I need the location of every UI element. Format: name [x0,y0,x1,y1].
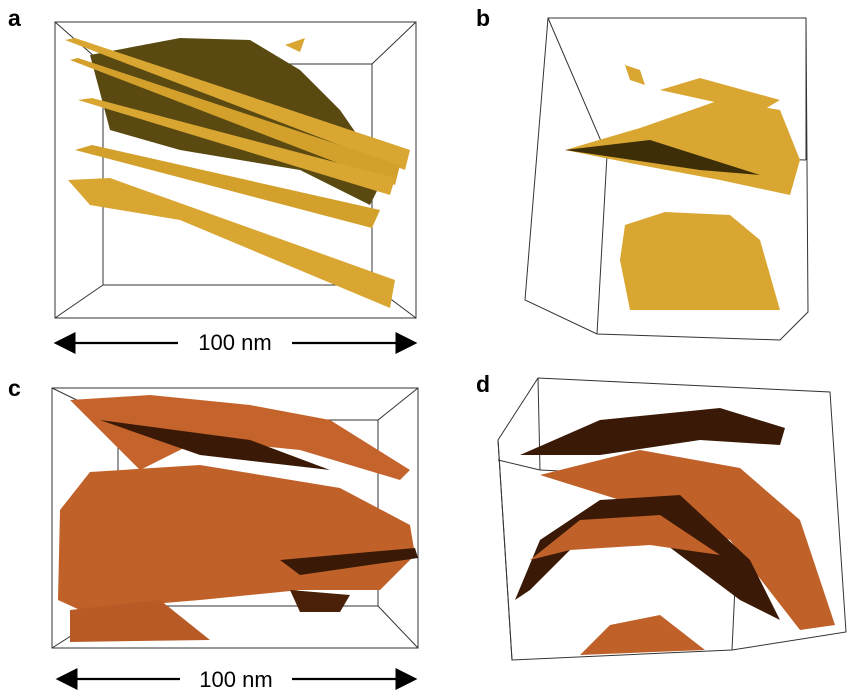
panel-a: a 100 nm [8,5,416,355]
panel-c: c 100 nm [8,375,418,692]
panel-d: d [476,371,846,660]
fibril [520,408,785,455]
fibril [68,178,395,308]
panel-label: c [8,375,21,401]
fibril-sheet [58,465,415,610]
panel-b: b [476,5,808,340]
panel-label: d [476,371,490,397]
fibril [70,395,410,480]
figure: a 100 nm b c [0,0,848,694]
panel-label: b [476,5,490,31]
panel-label: a [8,5,21,31]
scale-bar-label: 100 nm [199,667,272,692]
scale-bar-label: 100 nm [198,330,271,355]
fibril-block [620,212,780,310]
